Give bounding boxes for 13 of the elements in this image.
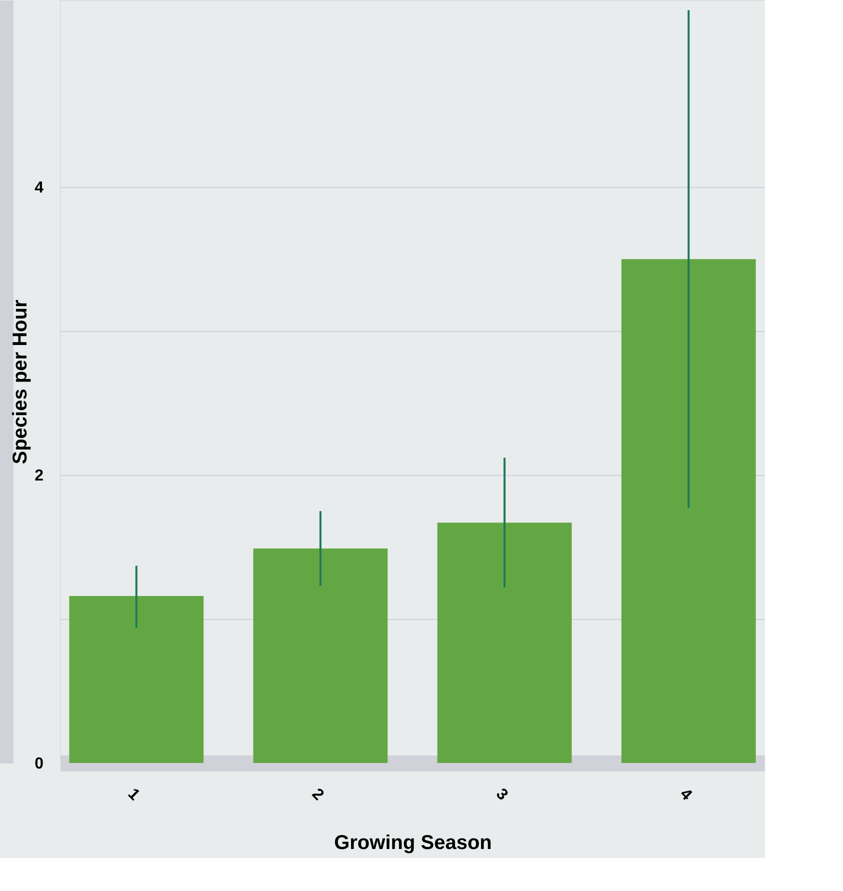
y-tick-label: 0 [34, 756, 44, 772]
y-tick-label: 2 [34, 468, 44, 485]
bar [69, 596, 204, 763]
y-axis-title: Species per Hour [10, 300, 32, 464]
y-tick-label: 4 [34, 180, 44, 197]
bar [437, 522, 572, 763]
x-axis-title: Growing Season [334, 832, 492, 854]
bar [621, 259, 756, 763]
x-tick-label: 2 [308, 786, 327, 804]
x-tick-label: 4 [676, 786, 695, 804]
x-tick-label: 3 [492, 786, 511, 804]
bar [253, 548, 388, 763]
x-tick-label: 1 [124, 786, 143, 804]
